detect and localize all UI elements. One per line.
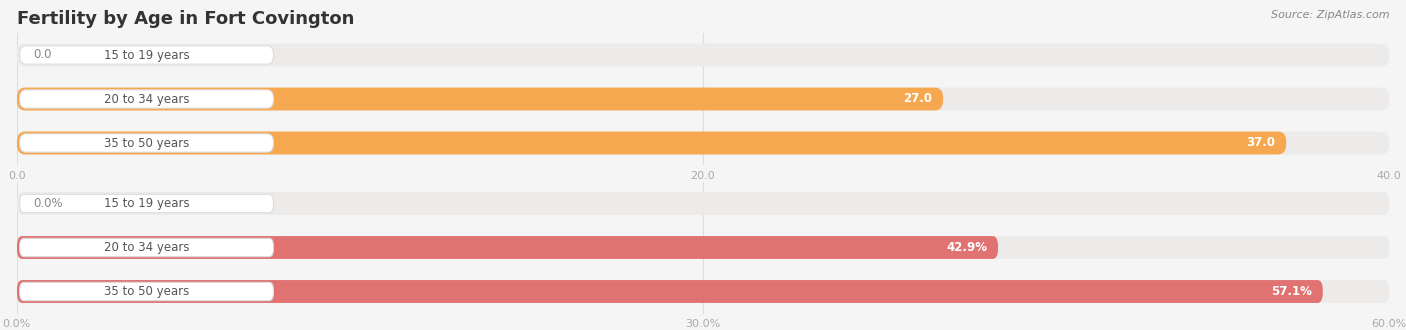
- Text: 15 to 19 years: 15 to 19 years: [104, 49, 190, 61]
- Text: 35 to 50 years: 35 to 50 years: [104, 285, 190, 298]
- FancyBboxPatch shape: [17, 44, 1389, 66]
- FancyBboxPatch shape: [17, 280, 1389, 303]
- FancyBboxPatch shape: [20, 134, 274, 152]
- FancyBboxPatch shape: [20, 282, 274, 301]
- Text: Source: ZipAtlas.com: Source: ZipAtlas.com: [1271, 10, 1389, 20]
- Text: 27.0: 27.0: [903, 92, 932, 106]
- Text: 57.1%: 57.1%: [1271, 285, 1312, 298]
- Text: 37.0: 37.0: [1246, 137, 1275, 149]
- Text: 15 to 19 years: 15 to 19 years: [104, 197, 190, 210]
- Text: 20 to 34 years: 20 to 34 years: [104, 92, 190, 106]
- Text: Fertility by Age in Fort Covington: Fertility by Age in Fort Covington: [17, 10, 354, 28]
- FancyBboxPatch shape: [17, 132, 1389, 154]
- FancyBboxPatch shape: [17, 280, 1323, 303]
- FancyBboxPatch shape: [17, 87, 1389, 111]
- FancyBboxPatch shape: [20, 46, 274, 64]
- Text: 35 to 50 years: 35 to 50 years: [104, 137, 190, 149]
- FancyBboxPatch shape: [17, 192, 1389, 215]
- FancyBboxPatch shape: [20, 90, 274, 108]
- FancyBboxPatch shape: [17, 236, 998, 259]
- FancyBboxPatch shape: [20, 238, 274, 257]
- Text: 0.0%: 0.0%: [34, 197, 63, 210]
- FancyBboxPatch shape: [20, 194, 274, 213]
- FancyBboxPatch shape: [17, 87, 943, 111]
- Text: 0.0: 0.0: [34, 49, 52, 61]
- Text: 42.9%: 42.9%: [946, 241, 987, 254]
- FancyBboxPatch shape: [17, 132, 1286, 154]
- Text: 20 to 34 years: 20 to 34 years: [104, 241, 190, 254]
- FancyBboxPatch shape: [17, 236, 1389, 259]
